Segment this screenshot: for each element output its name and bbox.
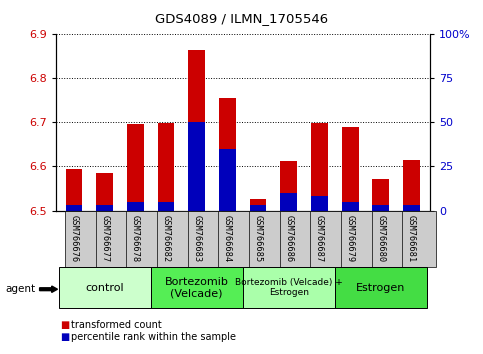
Text: GSM766679: GSM766679 (346, 215, 355, 262)
Bar (372, 211, 405, 267)
Text: GSM766677: GSM766677 (100, 215, 109, 262)
Bar (66, 205, 83, 211)
Text: GDS4089 / ILMN_1705546: GDS4089 / ILMN_1705546 (155, 12, 328, 25)
Bar (372, 179, 389, 211)
Bar (280, 193, 297, 211)
Bar (311, 123, 328, 211)
Text: Estrogen: Estrogen (356, 282, 405, 293)
Bar (280, 161, 297, 211)
Bar (157, 211, 190, 267)
Bar (335, 267, 427, 308)
Text: GSM766681: GSM766681 (407, 215, 416, 262)
Bar (126, 211, 160, 267)
Bar (96, 211, 129, 267)
Bar (372, 205, 389, 211)
Bar (96, 205, 113, 211)
Text: Bortezomib (Velcade) +
Estrogen: Bortezomib (Velcade) + Estrogen (235, 278, 342, 297)
Text: transformed count: transformed count (71, 320, 162, 330)
Text: ■: ■ (60, 320, 70, 330)
Bar (341, 211, 374, 267)
Bar (403, 160, 420, 211)
Bar (341, 202, 358, 211)
Bar (187, 211, 221, 267)
Text: GSM766680: GSM766680 (376, 215, 385, 262)
Text: GSM766687: GSM766687 (315, 215, 324, 262)
Bar (66, 169, 83, 211)
Text: ■: ■ (60, 332, 70, 342)
Bar (58, 267, 151, 308)
Bar (280, 211, 313, 267)
Text: GSM766686: GSM766686 (284, 215, 293, 262)
Bar (96, 173, 113, 211)
Text: percentile rank within the sample: percentile rank within the sample (71, 332, 237, 342)
Bar (243, 267, 335, 308)
Bar (403, 205, 420, 211)
Bar (127, 202, 144, 211)
Text: GSM766685: GSM766685 (254, 215, 263, 262)
Bar (188, 122, 205, 211)
Bar (218, 211, 252, 267)
Bar (65, 211, 99, 267)
Bar (188, 51, 205, 211)
Bar (311, 196, 328, 211)
Text: GSM766683: GSM766683 (192, 215, 201, 262)
Bar (311, 211, 344, 267)
Text: GSM766676: GSM766676 (70, 215, 78, 262)
Bar (250, 205, 267, 211)
Bar (341, 127, 358, 211)
Bar (250, 199, 267, 211)
Bar (157, 124, 174, 211)
Bar (219, 98, 236, 211)
Text: control: control (85, 282, 124, 293)
Bar (219, 149, 236, 211)
Bar (157, 202, 174, 211)
Bar (402, 211, 436, 267)
Bar (127, 124, 144, 211)
Text: GSM766682: GSM766682 (161, 215, 170, 262)
Text: Bortezomib
(Velcade): Bortezomib (Velcade) (165, 277, 228, 298)
Text: GSM766678: GSM766678 (131, 215, 140, 262)
Bar (151, 267, 243, 308)
Bar (249, 211, 283, 267)
Text: GSM766684: GSM766684 (223, 215, 232, 262)
Text: agent: agent (6, 284, 36, 294)
